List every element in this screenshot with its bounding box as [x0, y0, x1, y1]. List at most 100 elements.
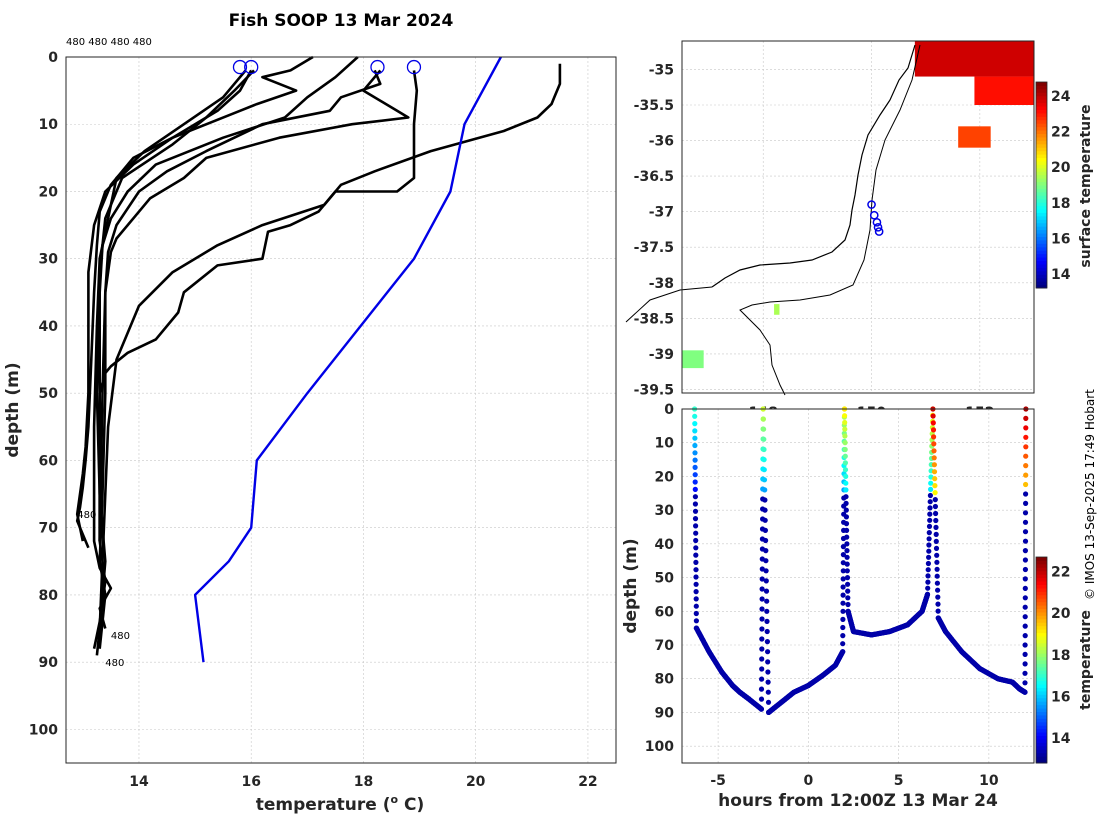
sst-colorbar-segment — [1036, 174, 1047, 179]
td-y-tick-label: 50 — [655, 571, 675, 587]
data-point — [840, 608, 846, 614]
data-point — [763, 578, 769, 584]
data-point — [1022, 670, 1028, 676]
profile-x-axis-label: temperature (o C) — [256, 793, 425, 815]
data-point — [926, 542, 932, 548]
data-point — [1023, 425, 1029, 431]
td-x-tick-label: 5 — [894, 773, 904, 789]
sst-colorbar-segment — [1036, 246, 1047, 251]
data-point — [934, 559, 940, 565]
data-point — [934, 573, 940, 579]
td-y-tick-label: 100 — [645, 739, 674, 755]
sst-colorbar-segment — [1036, 233, 1047, 237]
data-point — [933, 517, 939, 524]
data-point — [935, 608, 941, 614]
map-lat-tick-label: -39.5 — [634, 382, 674, 398]
td-y-tick-label: 80 — [655, 672, 675, 688]
temperature-colorbar-tick-label: 22 — [1051, 565, 1070, 581]
temperature-colorbar-segment — [1036, 738, 1047, 743]
sst-colorbar-segment — [1036, 185, 1047, 189]
data-point — [1022, 510, 1029, 516]
data-point — [693, 574, 699, 580]
y-tick-label: 80 — [39, 588, 59, 604]
data-point — [844, 527, 850, 534]
data-point — [764, 598, 770, 604]
data-point — [765, 649, 771, 655]
sst-colorbar-segment — [1036, 102, 1047, 107]
temperature-colorbar-segment — [1036, 752, 1047, 757]
td-y-tick-label: 0 — [664, 402, 674, 418]
data-point — [692, 472, 698, 478]
data-point — [762, 507, 768, 513]
data-point — [933, 538, 939, 545]
data-point — [927, 492, 934, 499]
data-point — [692, 428, 698, 434]
profile-line — [98, 70, 419, 629]
sst-colorbar-segment — [1036, 136, 1047, 141]
profile-y-axis-label: depth (m) — [3, 362, 23, 457]
temperature-colorbar-segment — [1036, 694, 1047, 699]
temperature-colorbar-segment — [1036, 570, 1047, 575]
temperature-colorbar-segment — [1036, 622, 1047, 627]
data-point — [693, 581, 699, 587]
sst-colorbar-segment — [1036, 85, 1047, 90]
time-depth-x-axis-label: hours from 12:00Z 13 Mar 24 — [718, 791, 998, 811]
temperature-colorbar-segment — [1036, 690, 1047, 695]
data-point — [842, 453, 848, 459]
sst-colorbar-segment — [1036, 191, 1047, 196]
sst-colorbar-segment — [1036, 219, 1047, 224]
data-point — [692, 450, 698, 456]
data-point — [840, 568, 846, 574]
temperature-colorbar-segment — [1036, 608, 1047, 613]
temperature-colorbar-segment — [1036, 587, 1047, 592]
map-lat-tick-label: -38.5 — [634, 311, 674, 327]
data-point — [693, 610, 699, 617]
data-point — [930, 420, 936, 426]
data-point — [692, 442, 698, 449]
sst-colorbar-segment — [1036, 267, 1047, 272]
data-point — [931, 434, 937, 440]
data-point — [925, 567, 931, 573]
temperature-colorbar-segment — [1036, 718, 1047, 723]
data-point — [1022, 595, 1028, 601]
data-point — [840, 592, 846, 598]
sst-colorbar-tick-label: 20 — [1051, 160, 1071, 176]
surface-marker — [370, 59, 385, 75]
temperature-colorbar-segment — [1036, 708, 1047, 712]
data-point — [931, 448, 937, 454]
temperature-colorbar-segment — [1036, 704, 1047, 709]
data-point — [759, 636, 765, 642]
data-point — [1023, 472, 1029, 478]
temperature-colorbar-segment — [1036, 660, 1047, 664]
ship-track — [867, 200, 884, 236]
sst-colorbar-tick-label: 16 — [1051, 231, 1070, 247]
y-tick-label: 50 — [39, 386, 59, 402]
data-point — [758, 706, 765, 712]
data-point — [759, 666, 765, 672]
data-point — [842, 446, 848, 453]
data-point — [693, 589, 699, 595]
sst-colorbar-segment — [1036, 257, 1047, 262]
temperature-colorbar-segment — [1036, 680, 1047, 685]
sst-colorbar-segment — [1036, 123, 1047, 128]
map-lat-tick-label: -39 — [649, 347, 674, 363]
profile-tick-labels: 14 16 18 20 22 0 10 20 30 40 50 60 70 80 90 100 — [29, 50, 598, 790]
data-point — [693, 596, 699, 602]
temperature-colorbar-segment — [1036, 639, 1047, 644]
data-point — [764, 618, 770, 625]
sst-colorbar-frame — [1035, 81, 1048, 289]
temperature-colorbar-segment — [1036, 632, 1047, 637]
data-point — [840, 544, 847, 550]
annotation-label: 480 — [77, 510, 96, 521]
temperature-colorbar-label: temperature — [1078, 610, 1094, 710]
data-point — [840, 624, 846, 631]
sst-colorbar-segment — [1036, 205, 1047, 210]
data-point — [1023, 415, 1029, 421]
temperature-colorbar-segment — [1036, 725, 1047, 730]
sst-colorbar-tick-label: 24 — [1051, 89, 1071, 105]
map-lat-tick-label: -37.5 — [634, 240, 674, 256]
y-tick-label: 100 — [29, 722, 58, 738]
sst-colorbar-segment — [1036, 160, 1047, 165]
data-point — [762, 527, 769, 534]
sst-colorbar-segment — [1036, 167, 1047, 172]
